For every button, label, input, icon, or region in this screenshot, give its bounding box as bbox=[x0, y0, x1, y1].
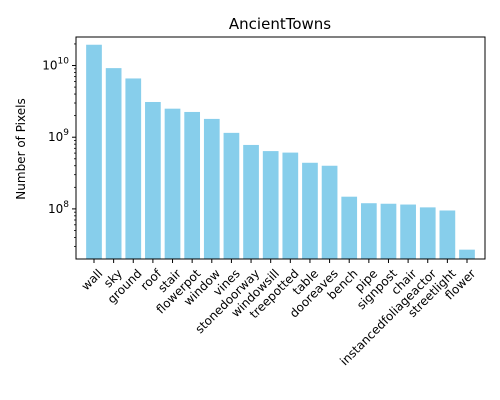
bar-flower bbox=[459, 250, 475, 259]
bar-treepotted bbox=[282, 153, 298, 259]
bar-pipe bbox=[361, 203, 377, 259]
bar-streetlight bbox=[440, 210, 456, 259]
plot-area: wallskygroundroofstairflowerpotwindowvin… bbox=[42, 37, 485, 368]
bar-stair bbox=[165, 109, 181, 259]
bar-roof bbox=[145, 102, 161, 259]
y-tick-label: 1010 bbox=[42, 57, 69, 73]
y-axis-label: Number of Pixels bbox=[14, 98, 28, 199]
bar-bench bbox=[341, 197, 357, 259]
bar-vines bbox=[224, 133, 240, 259]
bar-ground bbox=[125, 78, 141, 259]
bar-wall bbox=[86, 45, 102, 259]
bar-window bbox=[204, 119, 220, 259]
bar-table bbox=[302, 163, 318, 259]
bar-windowsill bbox=[263, 151, 279, 259]
bar-instancedfoliageactor bbox=[420, 207, 436, 259]
y-tick-label: 109 bbox=[48, 128, 69, 144]
bar-signpost bbox=[381, 204, 397, 259]
bar-dooreaves bbox=[322, 166, 338, 259]
chart-title: AncientTowns bbox=[229, 15, 331, 33]
bar-stonedoorway bbox=[243, 145, 259, 259]
bar-sky bbox=[106, 68, 122, 259]
y-tick-label: 108 bbox=[48, 200, 69, 216]
bar-flowerpot bbox=[184, 112, 200, 259]
bar-chair bbox=[400, 205, 416, 259]
